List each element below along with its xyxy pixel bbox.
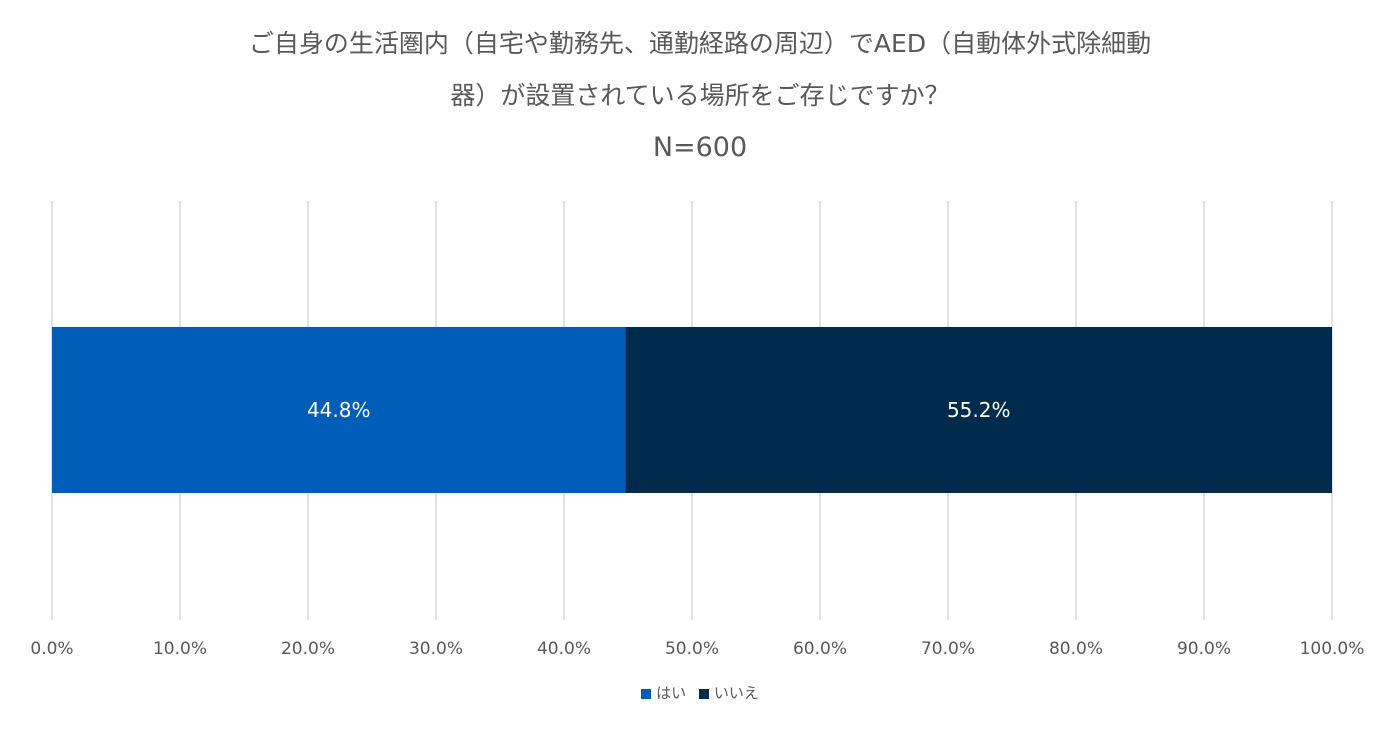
chart-title-line-2: 器）が設置されている場所をご存じですか？ [450,81,950,110]
bar-group [52,327,1332,493]
x-tick-label: 10.0% [153,639,207,659]
data-label-no: 55.2% [947,398,1011,422]
bar-segment-yes [52,327,626,493]
data-label-yes: 44.8% [307,398,371,422]
x-tick-label: 100.0% [1300,639,1365,659]
legend-item-yes: はい [641,682,686,703]
x-tick-label: 70.0% [921,639,975,659]
x-tick-label: 90.0% [1177,639,1231,659]
x-tick-label: 40.0% [537,639,591,659]
legend-swatch-no [698,689,709,699]
legend-label-yes: はい [656,684,687,702]
x-tick-label: 20.0% [281,639,335,659]
x-tick-label: 0.0% [30,639,73,659]
x-tick-label: 80.0% [1049,639,1103,659]
chart-subtitle: N=600 [652,132,748,163]
x-tick-label: 30.0% [409,639,463,659]
chart-title-line-1: ご自身の生活圏内（自宅や勤務先、通勤経路の周辺）でAED（自動体外式除細動 [248,29,1152,58]
legend: はい いいえ [0,682,1400,703]
legend-label-no: いいえ [713,684,759,702]
bar-segment-no [625,327,1332,493]
legend-item-no: いいえ [698,682,759,703]
legend-swatch-yes [641,689,652,699]
x-axis-tick-labels: 0.0% 10.0% 20.0% 30.0% 40.0% 50.0% 60.0% 70.0% 8… [30,639,1364,659]
data-labels: 44.8% 55.2% [307,398,1011,422]
chart-title: ご自身の生活圏内（自宅や勤務先、通勤経路の周辺）でAED（自動体外式除細動 器）… [0,18,1400,174]
x-tick-label: 50.0% [665,639,719,659]
x-tick-label: 60.0% [793,639,847,659]
